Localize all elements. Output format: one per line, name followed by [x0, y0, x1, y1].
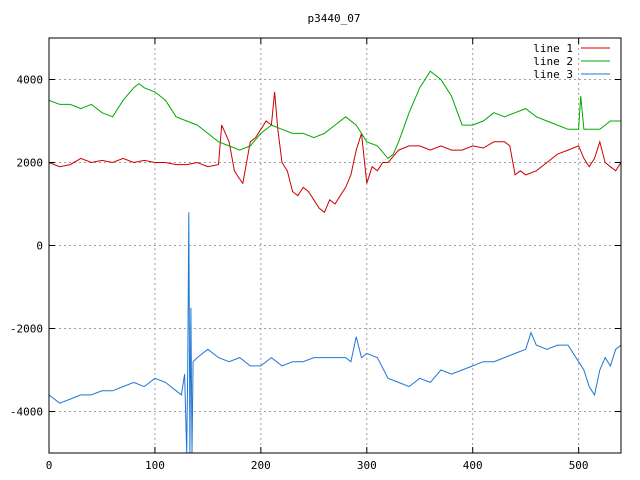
y-tick-label: -4000 [10, 406, 43, 419]
x-tick-label: 300 [357, 459, 377, 472]
y-tick-label: 4000 [17, 74, 44, 87]
chart-title: p3440_07 [308, 12, 361, 25]
series-line-2 [48, 70, 621, 160]
legend-label: line 3 [533, 68, 573, 81]
x-tick-label: 100 [145, 459, 165, 472]
y-tick-label: -2000 [10, 323, 43, 336]
legend-label: line 2 [533, 55, 573, 68]
x-tick-label: 500 [569, 459, 589, 472]
y-tick-label: 2000 [17, 157, 44, 170]
series-line-3 [48, 212, 622, 454]
x-tick-label: 0 [46, 459, 53, 472]
axis-ticks: 0 100 200 300 400 500 -4000 -2000 0 2000 4000 [10, 38, 621, 472]
series-layer [48, 70, 622, 454]
legend-label: line 1 [533, 42, 573, 55]
y-tick-label: 0 [36, 240, 43, 253]
x-tick-label: 200 [251, 459, 271, 472]
x-tick-label: 400 [463, 459, 483, 472]
series-line-1 [48, 91, 622, 214]
grid [49, 38, 621, 453]
